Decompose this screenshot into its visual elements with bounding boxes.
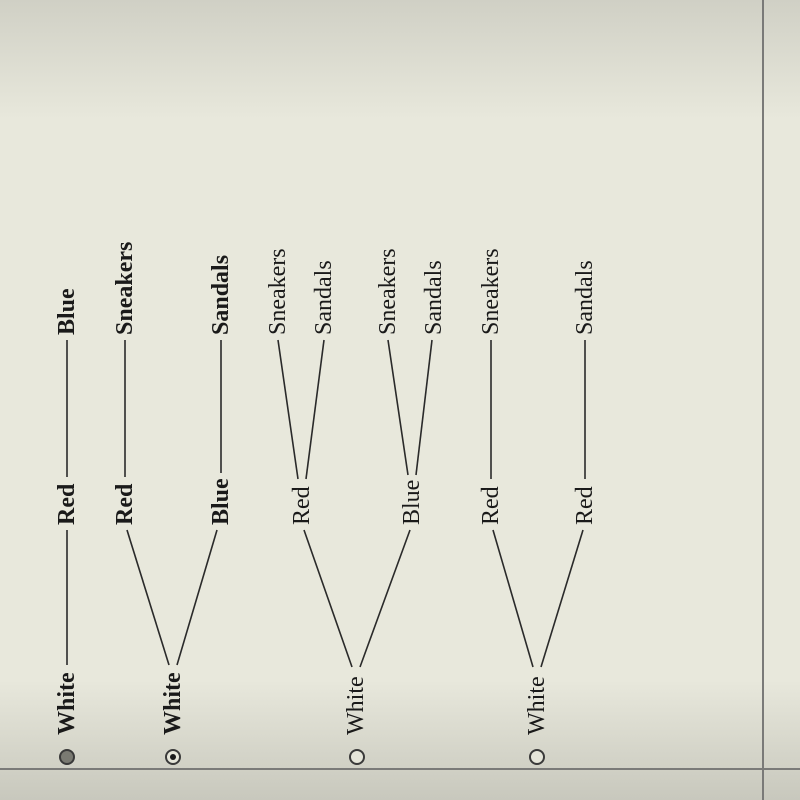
node-o3n2: Red — [290, 486, 314, 525]
node-o4n2: Red — [479, 486, 503, 525]
horizontal-rule — [0, 768, 800, 770]
node-o2n2: Red — [113, 484, 137, 525]
tree-opt3: White Red Blue Sneakers Sandals Sneakers Sanda… — [266, 35, 451, 735]
tree-opt1: White Red Blue — [55, 35, 85, 735]
node-o1n1: White — [55, 672, 79, 735]
vertical-rule — [762, 0, 764, 800]
node-o2n3: Blue — [209, 478, 233, 525]
radio-opt4[interactable] — [529, 749, 545, 765]
node-o2n1: White — [161, 672, 185, 735]
node-o4n5: Sandals — [573, 260, 597, 335]
node-o1n2: Red — [55, 484, 79, 525]
node-o2n4: Sneakers — [113, 242, 137, 335]
radio-opt2[interactable] — [165, 749, 181, 765]
edges-opt1 — [55, 35, 85, 735]
option-opt1: White Red Blue — [55, 35, 85, 765]
node-o3n7: Sandals — [422, 260, 446, 335]
node-o3n6: Sneakers — [376, 248, 400, 335]
node-o2n5: Sandals — [209, 255, 233, 335]
node-o3n3: Blue — [400, 480, 424, 525]
edges-opt2 — [113, 35, 238, 735]
node-o3n1: White — [344, 676, 368, 735]
option-opt4: White Red Red Sneakers Sandals — [479, 35, 601, 765]
node-o4n4: Sneakers — [479, 248, 503, 335]
tree-opt2: White Red Blue Sneakers Sandals — [113, 35, 238, 735]
edges-opt4 — [479, 35, 601, 735]
node-o1n3: Blue — [55, 288, 79, 335]
option-opt2: White Red Blue Sneakers Sandals — [113, 35, 238, 765]
node-o3n4: Sneakers — [266, 248, 290, 335]
edges-opt3 — [266, 35, 451, 735]
radio-opt1[interactable] — [59, 749, 75, 765]
radio-opt3[interactable] — [349, 749, 365, 765]
node-o4n1: White — [525, 676, 549, 735]
tree-opt4: White Red Red Sneakers Sandals — [479, 35, 601, 735]
option-opt3: White Red Blue Sneakers Sandals Sneakers Sanda… — [266, 35, 451, 765]
node-o3n5: Sandals — [312, 260, 336, 335]
node-o4n3: Red — [573, 486, 597, 525]
